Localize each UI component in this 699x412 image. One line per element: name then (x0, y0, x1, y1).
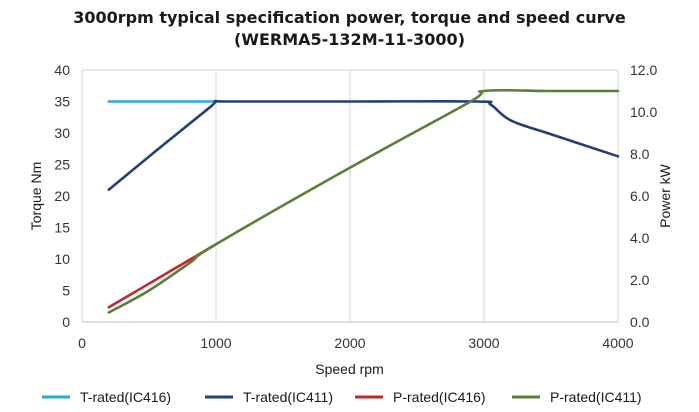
legend-label-3: P-rated(IC411) (550, 389, 642, 405)
x-tick-label-3: 3000 (468, 335, 499, 351)
y-left-tick-label-5: 25 (54, 157, 70, 173)
axis-layer (81, 69, 619, 323)
y-right-tick-label-0: 0.0 (630, 314, 650, 330)
series-line-1 (107, 99, 620, 191)
legend-label-2: P-rated(IC416) (393, 389, 486, 405)
y-right-tick-label-2: 4.0 (630, 230, 650, 246)
legend: T-rated(IC416) T-rated(IC411) P-rated(IC41… (42, 389, 642, 405)
y-left-tick-label-0: 0 (62, 314, 70, 330)
x-axis-label: Speed rpm (315, 361, 383, 377)
y-left-tick-label-2: 10 (54, 251, 70, 267)
y-left-tick-label-6: 30 (54, 125, 70, 141)
y-right-tick-label-3: 6.0 (630, 188, 650, 204)
legend-label-1: T-rated(IC411) (243, 389, 333, 405)
grid-layer (81, 70, 619, 322)
x-tick-label-1: 1000 (200, 335, 231, 351)
series-line-3 (107, 88, 620, 314)
y-left-tick-label-3: 15 (54, 220, 70, 236)
y-left-tick-label-1: 5 (62, 283, 70, 299)
y-axis-left-label: Torque Nm (28, 162, 44, 230)
x-tick-label-0: 0 (78, 335, 86, 351)
y-right-tick-label-6: 12.0 (630, 62, 657, 78)
y-right-tick-label-4: 8.0 (630, 146, 650, 162)
chart-title-line2: (WERMA5-132M-11-3000) (234, 30, 465, 49)
series-layer (107, 88, 620, 314)
y-left-tick-label-8: 40 (54, 62, 70, 78)
x-tick-label-4: 4000 (602, 335, 633, 351)
tick-layer: 0 1000 2000 3000 4000 0 5 10 15 20 25 30 35 40 0.0 2.0 4… (54, 62, 657, 351)
y-left-tick-label-4: 20 (54, 188, 70, 204)
y-axis-right-label: Power kW (657, 163, 673, 228)
y-left-tick-label-7: 35 (54, 94, 70, 110)
chart-title-line1: 3000rpm typical specification power, tor… (73, 8, 626, 27)
legend-label-0: T-rated(IC416) (80, 389, 171, 405)
y-right-tick-label-5: 10.0 (630, 104, 657, 120)
x-tick-label-2: 2000 (334, 335, 365, 351)
y-right-tick-label-1: 2.0 (630, 272, 650, 288)
